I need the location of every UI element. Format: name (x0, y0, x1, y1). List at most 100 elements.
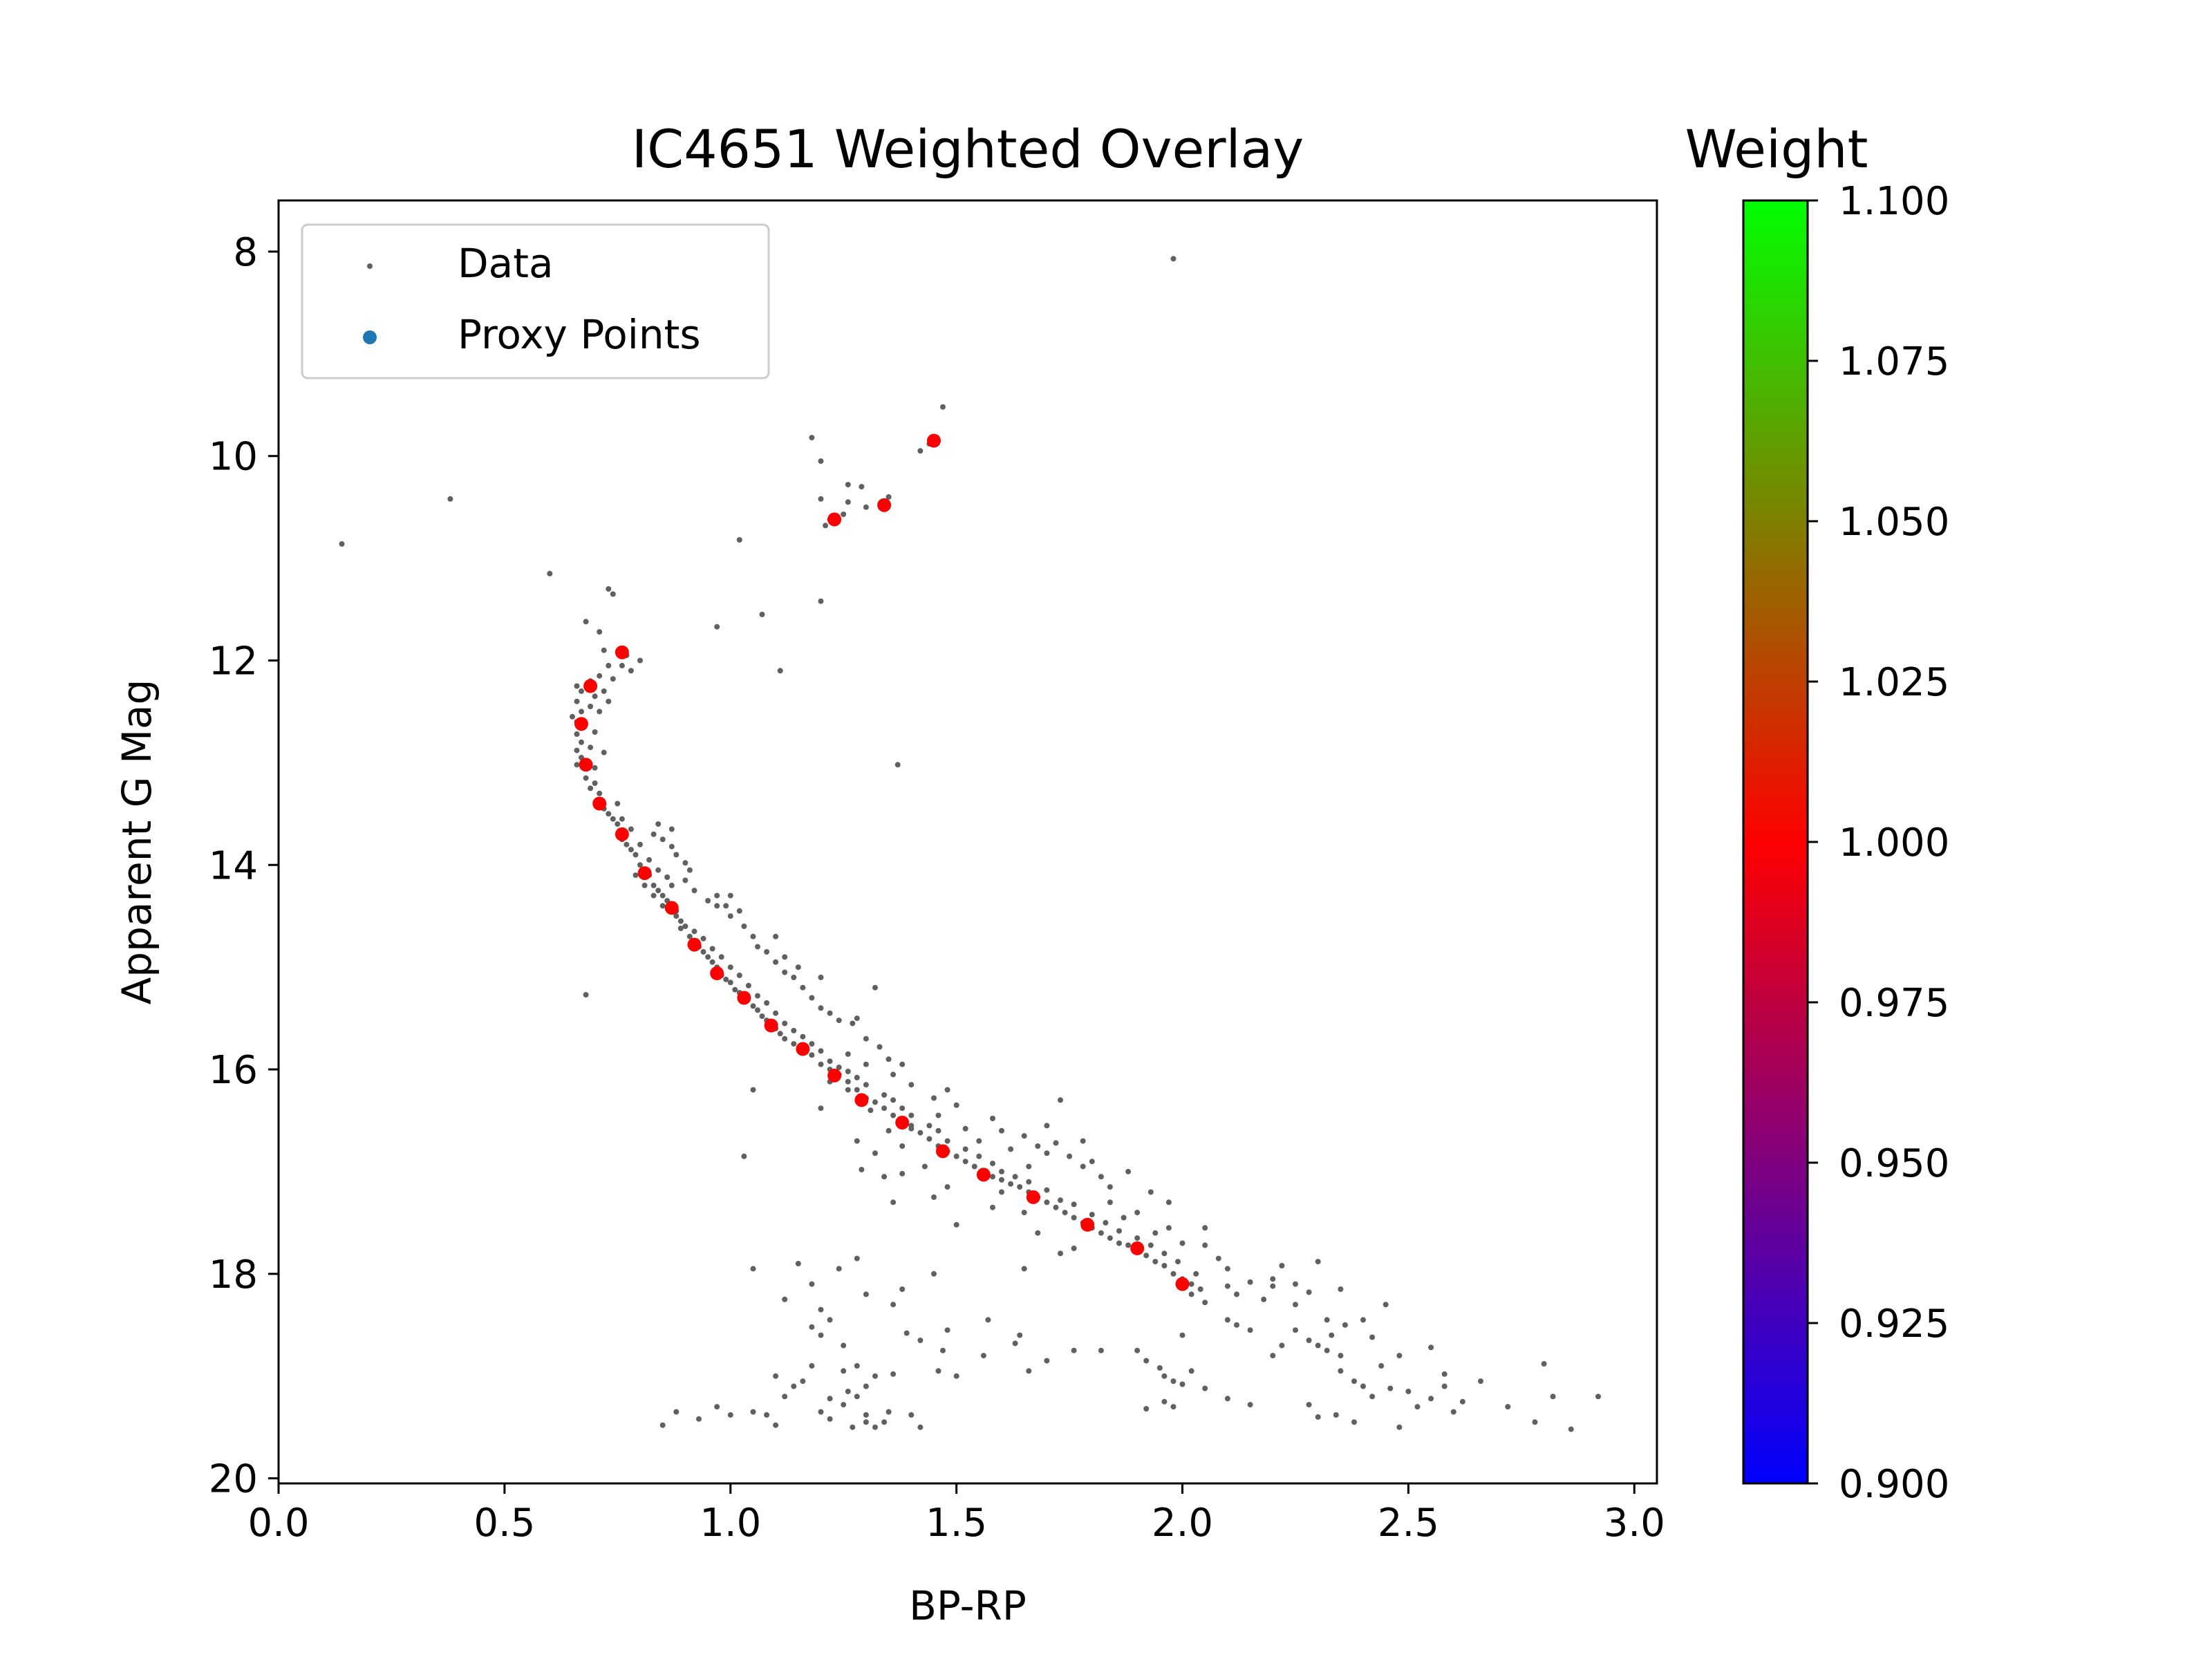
data-point (592, 780, 598, 786)
data-point (1550, 1394, 1556, 1400)
data-point (632, 852, 639, 858)
data-point (917, 1130, 924, 1136)
data-point (1107, 1199, 1113, 1206)
data-point (899, 1170, 906, 1177)
data-point (637, 862, 643, 868)
data-point (588, 785, 594, 791)
data-point (931, 1194, 937, 1200)
data-point (673, 852, 679, 858)
data-point (827, 1317, 833, 1323)
data-point (827, 1058, 833, 1065)
data-point (1021, 1266, 1027, 1272)
proxy-point (637, 866, 652, 881)
data-point (773, 959, 779, 965)
data-point (863, 1383, 869, 1389)
data-point (732, 986, 738, 993)
data-point (872, 1373, 878, 1379)
data-point (1175, 1259, 1181, 1265)
data-point (650, 892, 657, 899)
data-point (1293, 1281, 1298, 1287)
proxy-point (583, 679, 598, 693)
data-point (646, 856, 653, 863)
data-point (1147, 1242, 1154, 1248)
x-tick-label: 0.5 (474, 1501, 535, 1546)
data-point (574, 683, 580, 689)
data-point (615, 821, 621, 827)
data-point (890, 1199, 897, 1206)
data-point (1134, 1210, 1141, 1216)
data-point (944, 1327, 950, 1333)
data-point (953, 1153, 959, 1159)
data-point (859, 1167, 865, 1172)
data-point (1532, 1419, 1538, 1425)
data-point (709, 946, 715, 952)
data-point (606, 811, 612, 817)
data-point (736, 537, 742, 543)
data-point (755, 944, 760, 950)
data-point (1026, 1179, 1032, 1185)
data-point (917, 1338, 924, 1343)
data-point (1360, 1317, 1366, 1323)
data-point (1080, 1163, 1086, 1170)
data-point (750, 1003, 756, 1009)
proxy-point (579, 758, 593, 772)
data-point (872, 1150, 878, 1156)
data-point (1279, 1342, 1285, 1349)
proxy-point (976, 1168, 991, 1182)
data-point (782, 1296, 788, 1302)
data-point (1134, 1347, 1141, 1353)
chart-title: IC4651 Weighted Overlay (632, 118, 1304, 180)
data-point (899, 1105, 906, 1112)
data-point (447, 496, 453, 502)
y-tick-label: 18 (209, 1253, 258, 1297)
data-point (736, 908, 742, 914)
data-point (592, 693, 598, 700)
data-point (899, 1061, 906, 1067)
data-point (1450, 1409, 1456, 1415)
data-point (606, 698, 612, 704)
data-point (944, 1087, 950, 1093)
data-point (583, 992, 589, 998)
data-point (940, 1347, 946, 1353)
colorbar-ticks: 0.900 0.925 0.950 0.975 1.000 1.025 1.050 1.075… (1808, 179, 1949, 1507)
data-point (1121, 1215, 1127, 1221)
data-point (764, 1000, 770, 1006)
data-point (1058, 1250, 1063, 1257)
data-point (1428, 1396, 1434, 1402)
data-point (1161, 1373, 1168, 1379)
data-point (1026, 1368, 1032, 1374)
data-point (827, 1010, 833, 1016)
data-point (1595, 1394, 1601, 1400)
data-point (854, 1362, 860, 1369)
data-point (845, 499, 851, 505)
proxy-point (796, 1042, 810, 1056)
data-point (723, 903, 729, 909)
data-point (1306, 1338, 1312, 1343)
data-point (795, 964, 801, 971)
data-point (777, 668, 783, 674)
data-point (673, 913, 679, 919)
data-point (1026, 1163, 1032, 1170)
y-tick-label: 8 (233, 230, 258, 275)
data-point (962, 1146, 968, 1152)
data-point (1170, 1404, 1177, 1410)
data-point (1270, 1276, 1276, 1282)
data-point (1306, 1402, 1312, 1408)
data-point (940, 404, 946, 410)
proxy-point (895, 1116, 910, 1130)
data-point (682, 860, 688, 866)
y-tick-label: 10 (209, 435, 258, 480)
data-point (1247, 1327, 1253, 1333)
data-point (1035, 1230, 1041, 1236)
colorbar-tick-label: 1.000 (1839, 821, 1949, 865)
data-point (841, 512, 847, 517)
data-point (818, 1306, 824, 1313)
colorbar-tick-label: 0.975 (1839, 981, 1949, 1026)
data-point (836, 1018, 842, 1024)
data-point (809, 1281, 815, 1287)
data-point (1062, 1210, 1068, 1216)
proxy-point (1080, 1217, 1095, 1232)
data-point (1012, 1174, 1018, 1180)
y-tick-label: 16 (209, 1048, 258, 1093)
